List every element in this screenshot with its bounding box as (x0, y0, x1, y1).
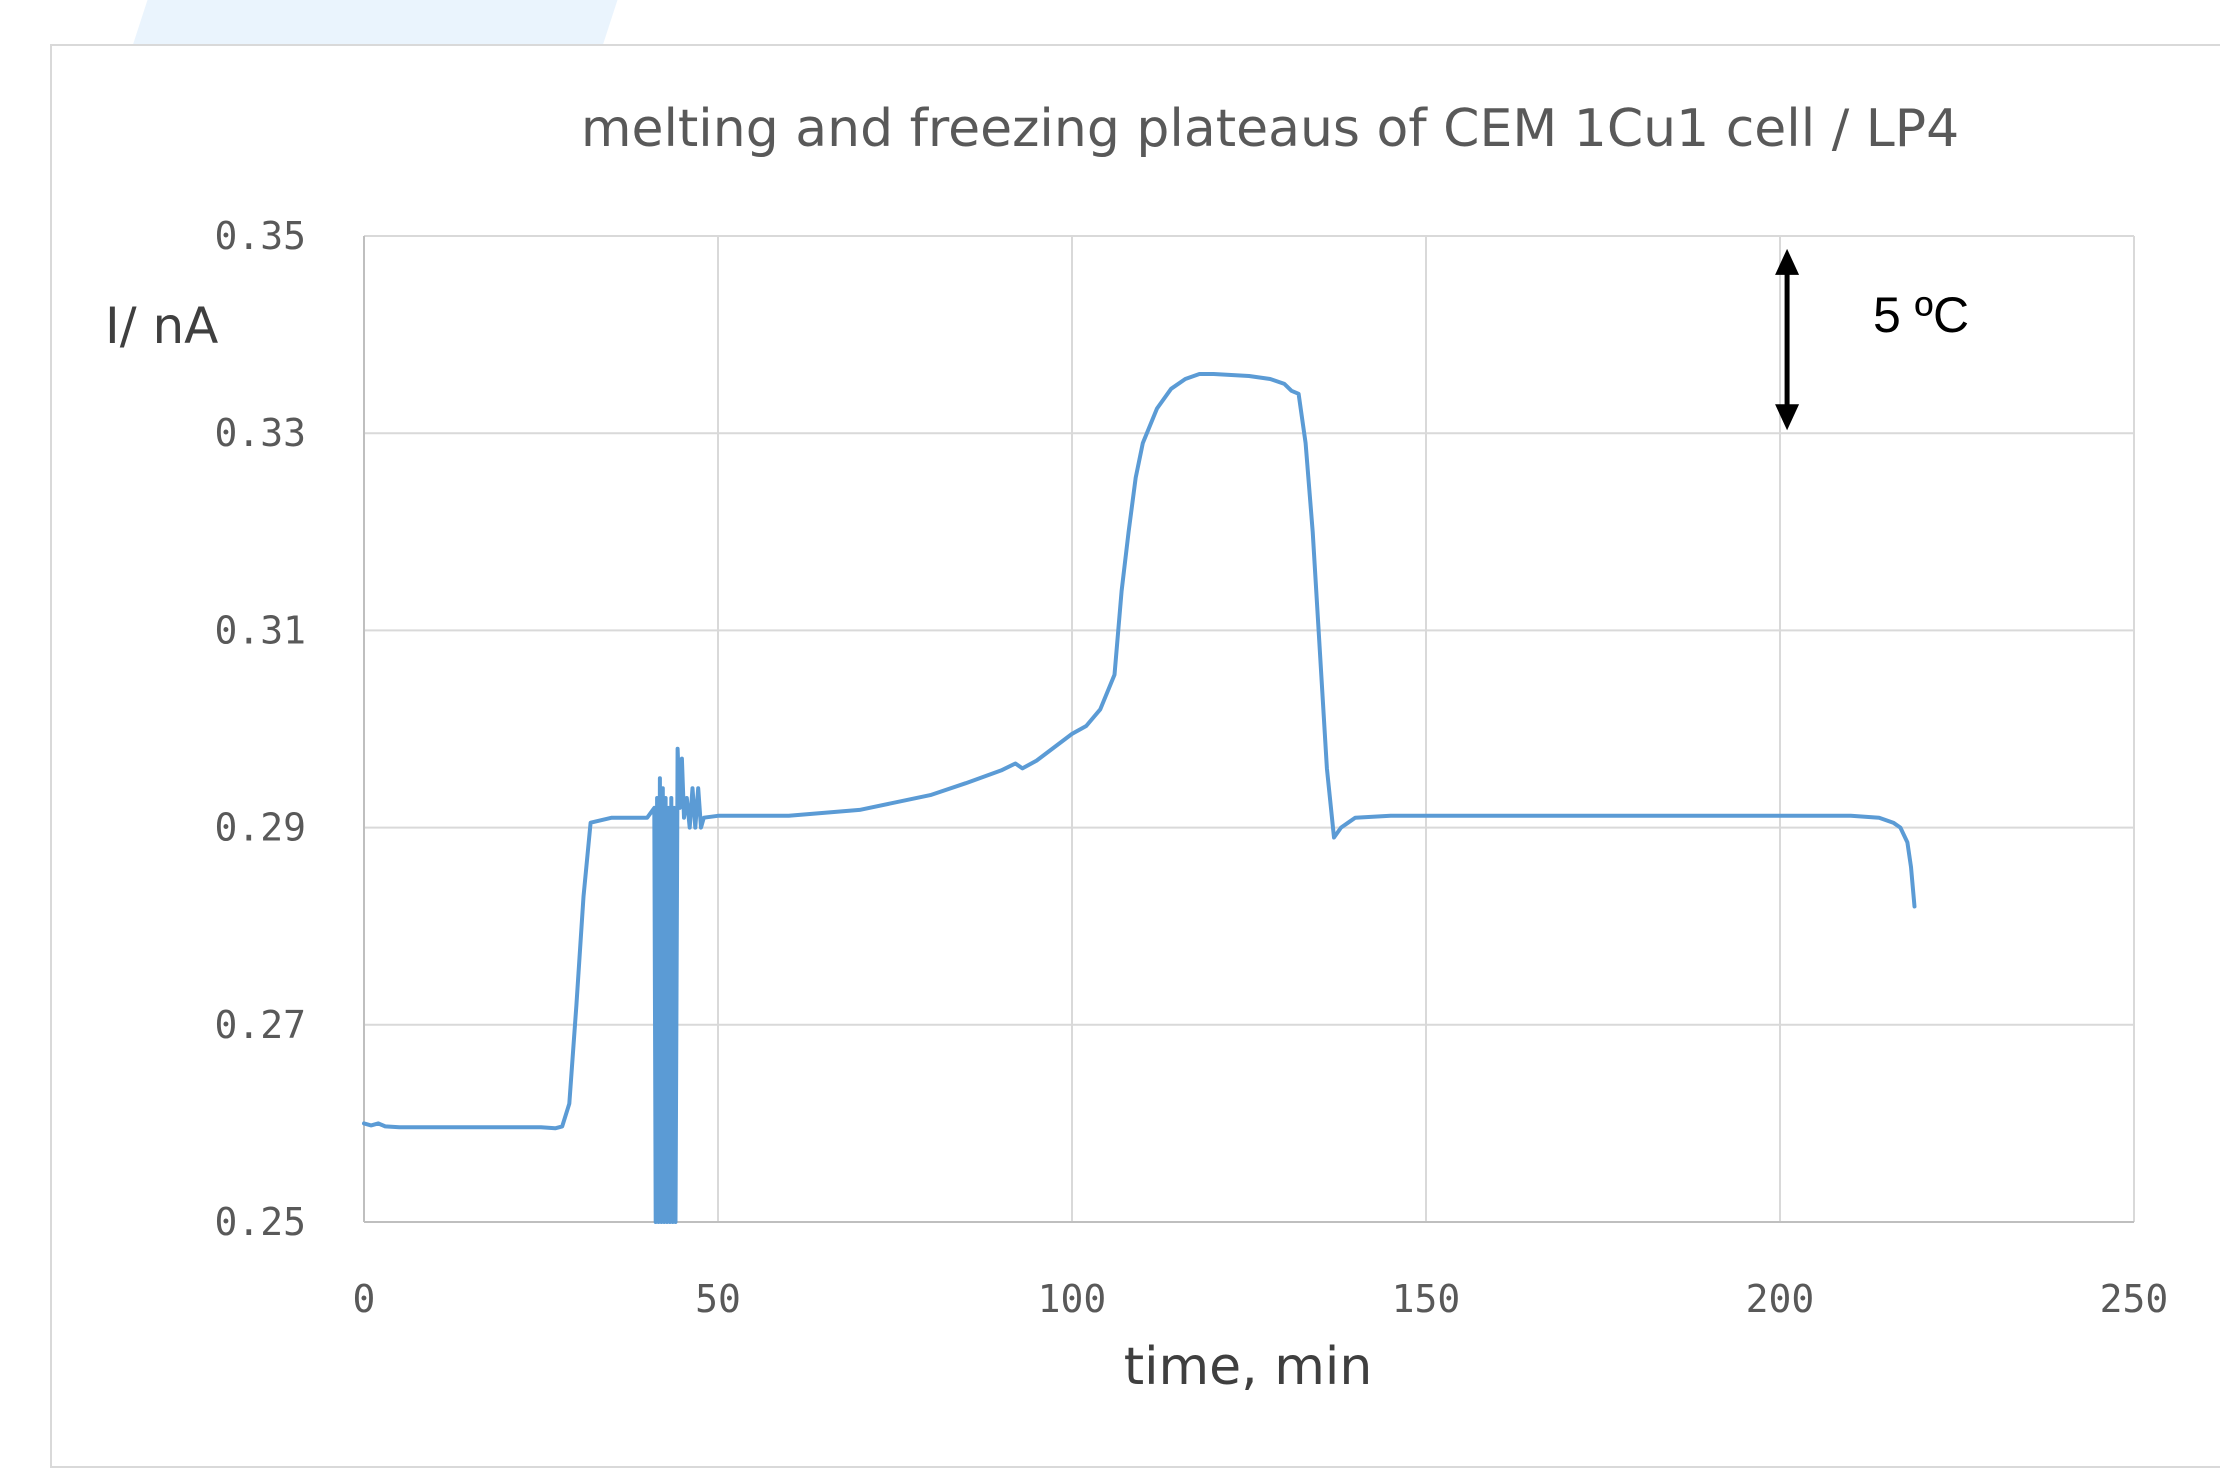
arrow-head-down-icon (1775, 404, 1800, 431)
chart-title: melting and freezing plateaus of CEM 1Cu… (581, 99, 1959, 159)
x-tick-label: 0 (353, 1277, 376, 1321)
scale-annotation-label: 5 ºC (1873, 287, 1969, 343)
series-line (362, 372, 1917, 1224)
y-tick-label: 0.25 (214, 1200, 306, 1244)
y-axis-label: I/ nA (105, 297, 218, 355)
y-axis-ticks: 0.25 0.27 0.29 0.31 0.33 0.35 (214, 214, 306, 1244)
x-tick-label: 150 (1392, 1277, 1461, 1321)
y-tick-label: 0.29 (214, 806, 306, 850)
y-tick-label: 0.33 (214, 411, 306, 455)
x-tick-label: 200 (1746, 1277, 1815, 1321)
x-axis-label: time, min (1124, 1337, 1373, 1397)
scale-annotation: 5 ºC (1775, 248, 1969, 431)
x-tick-label: 50 (695, 1277, 741, 1321)
x-tick-label: 100 (1038, 1277, 1107, 1321)
y-tick-label: 0.31 (214, 608, 306, 652)
grid-lines (363, 235, 2135, 1223)
plot-axes (363, 236, 2134, 1223)
y-tick-label: 0.35 (214, 214, 306, 258)
y-tick-label: 0.27 (214, 1003, 306, 1047)
series-group (362, 372, 1917, 1224)
arrow-head-up-icon (1775, 248, 1800, 275)
line-chart: melting and freezing plateaus of CEM 1Cu… (105, 99, 2169, 1397)
x-axis-ticks: 0 50 100 150 200 250 (353, 1277, 2169, 1321)
x-tick-label: 250 (2100, 1277, 2169, 1321)
chart-frame (50, 44, 2220, 1468)
